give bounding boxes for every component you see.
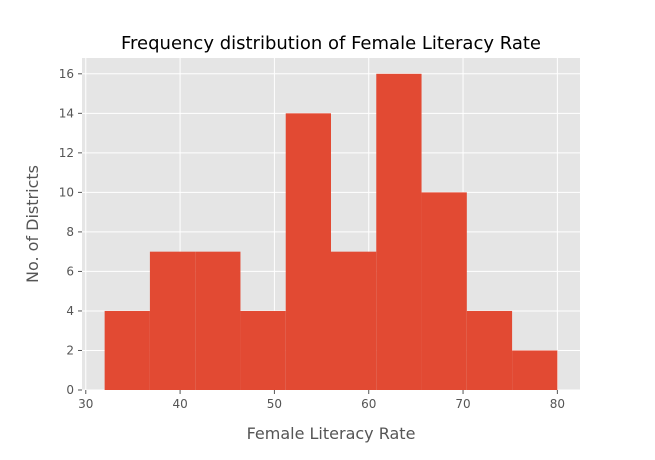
y-tick-label: 0: [66, 383, 74, 397]
histogram-bar-7: [376, 73, 422, 391]
y-tick-label: 8: [66, 225, 74, 239]
histogram-bar-10: [512, 350, 558, 390]
y-tick-label: 16: [59, 67, 74, 81]
y-tick-label: 12: [59, 146, 74, 160]
histogram-bar-5: [285, 113, 331, 390]
y-axis-ticks: 0 2 4 6 8 10 12 14 16: [59, 67, 82, 397]
histogram-bar-3: [195, 251, 241, 390]
x-tick-label: 70: [455, 397, 470, 411]
x-tick-label: 80: [550, 397, 565, 411]
x-tick-label: 50: [267, 397, 282, 411]
histogram-bars: [104, 73, 558, 391]
y-axis-title: No. of Districts: [23, 165, 42, 283]
chart-title: Frequency distribution of Female Literac…: [121, 33, 541, 54]
histogram-bar-6: [331, 251, 377, 390]
x-tick-label: 60: [361, 397, 376, 411]
x-tick-label: 40: [172, 397, 187, 411]
histogram-bar-8: [421, 192, 467, 390]
x-axis-ticks: 30 40 50 60 70 80: [78, 390, 565, 411]
x-tick-label: 30: [78, 397, 93, 411]
histogram-bar-9: [466, 310, 513, 390]
y-tick-label: 4: [66, 304, 74, 318]
y-tick-label: 14: [59, 106, 74, 120]
histogram-bar-1: [104, 310, 150, 390]
histogram-bar-4: [240, 310, 286, 390]
y-tick-label: 10: [59, 185, 74, 199]
histogram-bar-2: [149, 251, 196, 390]
x-axis-title: Female Literacy Rate: [247, 424, 416, 443]
y-tick-label: 2: [66, 343, 74, 357]
y-tick-label: 6: [66, 264, 74, 278]
